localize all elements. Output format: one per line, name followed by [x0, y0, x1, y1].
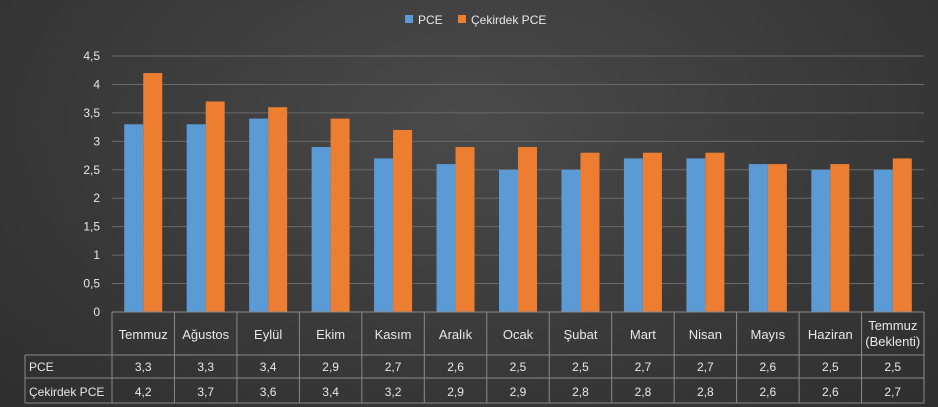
- table-value: 2,8: [635, 385, 652, 399]
- table-value: 2,6: [760, 385, 777, 399]
- bar-pce: [686, 158, 706, 312]
- bar-pce: [811, 169, 831, 312]
- bar-cekirdek-pce: [268, 107, 288, 312]
- category-label: Ekim: [316, 327, 345, 342]
- bar-cekirdek-pce: [892, 158, 912, 312]
- y-tick-label: 1: [93, 248, 100, 262]
- bar-cekirdek-pce: [455, 147, 475, 312]
- bar-pce: [873, 169, 893, 312]
- legend-label: PCE: [418, 13, 443, 27]
- bar-cekirdek-pce: [830, 164, 850, 312]
- category-label: Nisan: [689, 327, 722, 342]
- category-label: Temmuz: [868, 318, 917, 333]
- table-value: 2,5: [572, 360, 589, 374]
- category-label: Mayıs: [751, 327, 786, 342]
- table-row-label: Çekirdek PCE: [29, 385, 104, 399]
- y-tick-label: 0,5: [83, 277, 100, 291]
- table-value: 3,3: [135, 360, 152, 374]
- y-tick-label: 2,5: [83, 163, 100, 177]
- bar-cekirdek-pce: [767, 164, 787, 312]
- table-value: 2,9: [510, 385, 527, 399]
- category-label: Kasım: [375, 327, 412, 342]
- bar-cekirdek-pce: [642, 152, 662, 312]
- bar-pce: [748, 164, 768, 312]
- table-value: 2,5: [510, 360, 527, 374]
- table-value: 2,8: [572, 385, 589, 399]
- bar-pce: [623, 158, 643, 312]
- bar-pce: [436, 164, 456, 312]
- category-label: Ocak: [503, 327, 534, 342]
- bar-cekirdek-pce: [518, 147, 537, 312]
- table-value: 2,7: [385, 360, 402, 374]
- legend-swatch: [458, 15, 466, 23]
- bar-cekirdek-pce: [205, 101, 225, 312]
- category-label: Haziran: [808, 327, 853, 342]
- table-value: 2,7: [697, 360, 714, 374]
- table-value: 2,6: [447, 360, 464, 374]
- table-value: 2,5: [884, 360, 901, 374]
- y-tick-label: 2: [93, 191, 100, 205]
- bar-cekirdek-pce: [330, 118, 350, 312]
- table-value: 2,7: [635, 360, 652, 374]
- bar-cekirdek-pce: [393, 129, 413, 312]
- bar-pce: [186, 124, 206, 313]
- table-value: 2,5: [822, 360, 839, 374]
- category-label: (Beklenti): [865, 334, 920, 349]
- bar-pce: [374, 158, 394, 312]
- y-tick-label: 3: [93, 134, 100, 148]
- table-value: 3,7: [197, 385, 214, 399]
- bar-cekirdek-pce: [705, 152, 725, 312]
- bar-pce: [561, 169, 581, 312]
- category-label: Eylül: [254, 327, 282, 342]
- table-value: 4,2: [135, 385, 152, 399]
- table-value: 2,9: [322, 360, 339, 374]
- table-value: 3,3: [197, 360, 214, 374]
- table-value: 2,9: [447, 385, 464, 399]
- bar-pce: [249, 118, 269, 312]
- table-value: 2,6: [760, 360, 777, 374]
- y-tick-label: 1,5: [83, 220, 100, 234]
- category-label: Mart: [630, 327, 656, 342]
- bar-cekirdek-pce: [580, 152, 600, 312]
- table-value: 2,8: [697, 385, 714, 399]
- bar-pce: [499, 169, 518, 312]
- y-tick-label: 3,5: [83, 106, 100, 120]
- category-label: Aralık: [439, 327, 473, 342]
- table-value: 2,6: [822, 385, 839, 399]
- table-value: 2,7: [884, 385, 901, 399]
- legend-swatch: [405, 15, 413, 23]
- y-tick-label: 4: [93, 77, 100, 91]
- y-tick-label: 0: [93, 305, 100, 319]
- bar-cekirdek-pce: [143, 73, 163, 312]
- legend-label: Çekirdek PCE: [471, 13, 546, 27]
- bar-pce: [311, 147, 331, 312]
- bar-pce: [124, 124, 144, 313]
- table-value: 3,6: [260, 385, 277, 399]
- table-row-label: PCE: [29, 360, 54, 374]
- table-value: 3,2: [385, 385, 402, 399]
- category-label: Temmuz: [119, 327, 168, 342]
- category-label: Şubat: [563, 327, 597, 342]
- table-value: 3,4: [322, 385, 339, 399]
- category-label: Ağustos: [182, 327, 229, 342]
- table-value: 3,4: [260, 360, 277, 374]
- y-tick-label: 4,5: [83, 49, 100, 63]
